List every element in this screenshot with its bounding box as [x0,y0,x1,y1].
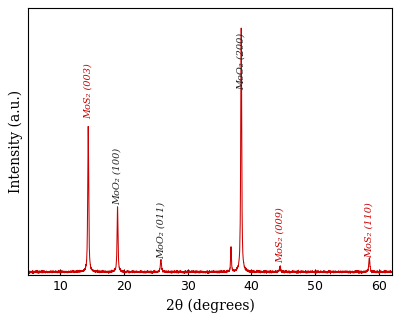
Text: MoO₂ (100): MoO₂ (100) [113,147,122,204]
Text: MoS₂ (009): MoS₂ (009) [276,207,285,263]
Text: MoO₂ (200): MoO₂ (200) [237,33,246,90]
Text: MoS₂ (110): MoS₂ (110) [365,202,374,257]
X-axis label: 2θ (degrees): 2θ (degrees) [166,298,254,313]
Text: MoS₂ (003): MoS₂ (003) [84,64,93,119]
Text: MoO₂ (011): MoO₂ (011) [156,202,165,259]
Y-axis label: Intensity (a.u.): Intensity (a.u.) [8,90,23,193]
